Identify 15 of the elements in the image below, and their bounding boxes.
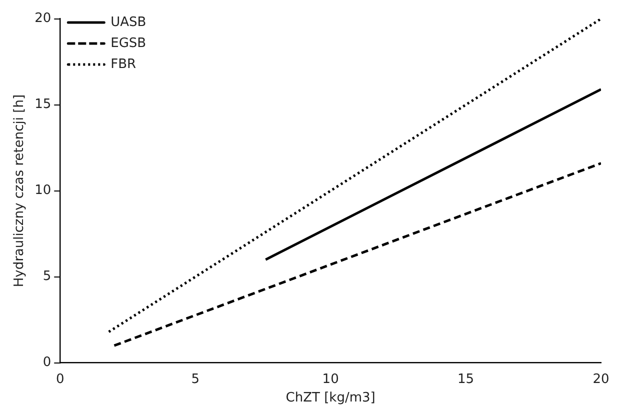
y-tick-label: 0 — [42, 355, 52, 370]
x-tick-label: 5 — [191, 372, 200, 387]
y-tick-label: 10 — [34, 183, 52, 198]
legend-label: UASB — [110, 14, 146, 30]
x-tick-label: 10 — [322, 372, 339, 387]
x-tick-label: 0 — [56, 372, 64, 387]
y-tick-label: 5 — [42, 269, 52, 284]
legend-label: EGSB — [110, 36, 146, 51]
y-tick-label: 20 — [34, 11, 52, 26]
x-axis-title: ChZT [kg/m3] — [286, 390, 376, 406]
x-tick-label: 20 — [592, 372, 610, 387]
x-tick-label: 15 — [458, 372, 474, 387]
y-tick-label: 15 — [34, 97, 52, 112]
y-axis-title: Hydrauliczny czas retencji [h] — [12, 94, 28, 288]
legend-label: FBR — [110, 56, 136, 72]
